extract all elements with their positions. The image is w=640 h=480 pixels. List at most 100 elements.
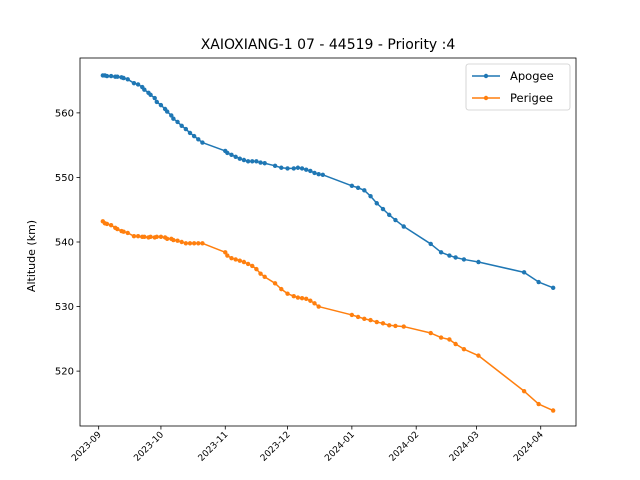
perigee-point [191,241,197,246]
perigee-point [171,237,176,243]
legend-label: Apogee [510,69,554,83]
legend: Apogee Perigee [465,63,571,111]
perigee-point [291,294,296,299]
apogee-point [368,193,373,199]
apogee-point [453,255,458,260]
legend-item-perigee: Perigee [472,91,553,105]
perigee-point [175,238,180,243]
apogee-point [312,170,317,176]
apogee-point [148,92,153,98]
apogee-point [387,212,392,218]
perigee-point [164,236,170,241]
apogee-point [254,159,259,164]
apogee-point [183,126,189,132]
apogee-point [258,160,263,165]
perigee-point [387,323,392,328]
apogee-point [355,185,361,190]
apogee-point [476,259,481,265]
perigee-point [428,330,433,336]
y-tick-label: 520 [55,367,74,378]
apogee-point [250,159,255,164]
apogee-point [187,130,193,136]
plot-frame [79,57,577,427]
perigee-point [135,233,141,239]
perigee-point [262,274,267,280]
perigee-point [279,286,284,292]
perigee-point [229,255,234,261]
perigee-point [158,234,164,240]
perigee-point [362,316,367,322]
perigee-point [536,401,541,407]
perigee-point [237,258,242,263]
apogee-point [299,166,305,171]
x-tick-label: 2023-11 [197,430,231,464]
perigee-point [254,266,259,272]
perigee-point [521,388,527,394]
apogee-point [428,241,433,247]
apogee-point [175,119,180,125]
apogee-point [521,270,527,275]
perigee-point [380,321,386,326]
apogee-point [125,77,130,82]
apogee-point [154,99,159,105]
perigee-point [316,304,321,309]
x-tick-label: 2023-09 [70,430,104,464]
perigee-point [148,234,153,240]
perigee-point [304,296,309,302]
x-axis: 2023-09 2023-10 2023-11 2023-12 2024-01 2024-… [70,426,546,464]
perigee-point [250,263,255,269]
perigee-point [104,221,110,227]
apogee-point [241,157,247,163]
apogee-point [291,166,296,171]
apogee-series [100,73,556,291]
series-layer [100,73,556,413]
x-tick-label: 2024-01 [323,430,357,464]
perigee-point [125,230,130,236]
perigee-point [196,241,201,246]
perigee-point [154,234,159,240]
perigee-point [295,295,301,300]
apogee-point [196,137,201,142]
apogee-point [374,201,379,206]
apogee-point [316,172,321,177]
y-tick-label: 540 [55,238,74,249]
y-axis-label: Altitude (km) [25,220,38,292]
apogee-point [285,166,290,171]
perigee-point [179,239,184,245]
apogee-point [245,159,251,164]
y-tick-label: 530 [55,302,74,313]
perigee-point [374,319,379,325]
perigee-point [115,226,120,232]
apogee-point [279,165,284,170]
apogee-point [362,188,367,193]
perigee-line [102,220,554,412]
legend-label: Perigee [510,91,553,105]
chart-title: XAIOXIANG-1 07 - 44519 - Priority :4 [201,37,456,53]
apogee-point [536,279,541,285]
apogee-point [169,113,174,118]
apogee-point [179,123,184,128]
perigee-point [258,271,263,276]
perigee-point [245,261,251,267]
y-tick-label: 550 [55,173,74,184]
y-tick-label: 560 [55,108,74,119]
apogee-point [320,172,326,178]
apogee-point [461,257,467,262]
legend-swatch-marker [483,95,489,101]
x-tick-label: 2024-03 [448,430,482,464]
apogee-point [349,183,355,189]
perigee-point [285,291,290,296]
apogee-point [171,116,176,121]
apogee-point [158,102,164,108]
perigee-point [241,259,247,265]
apogee-point [393,217,398,223]
legend-item-apogee: Apogee [472,69,554,83]
apogee-point [233,154,238,159]
apogee-point [152,95,157,101]
perigee-point [461,346,467,352]
legend-swatch-marker [483,73,489,79]
perigee-point [299,295,305,301]
perigee-point [312,301,317,306]
perigee-point [308,298,313,303]
apogee-point [550,285,556,291]
